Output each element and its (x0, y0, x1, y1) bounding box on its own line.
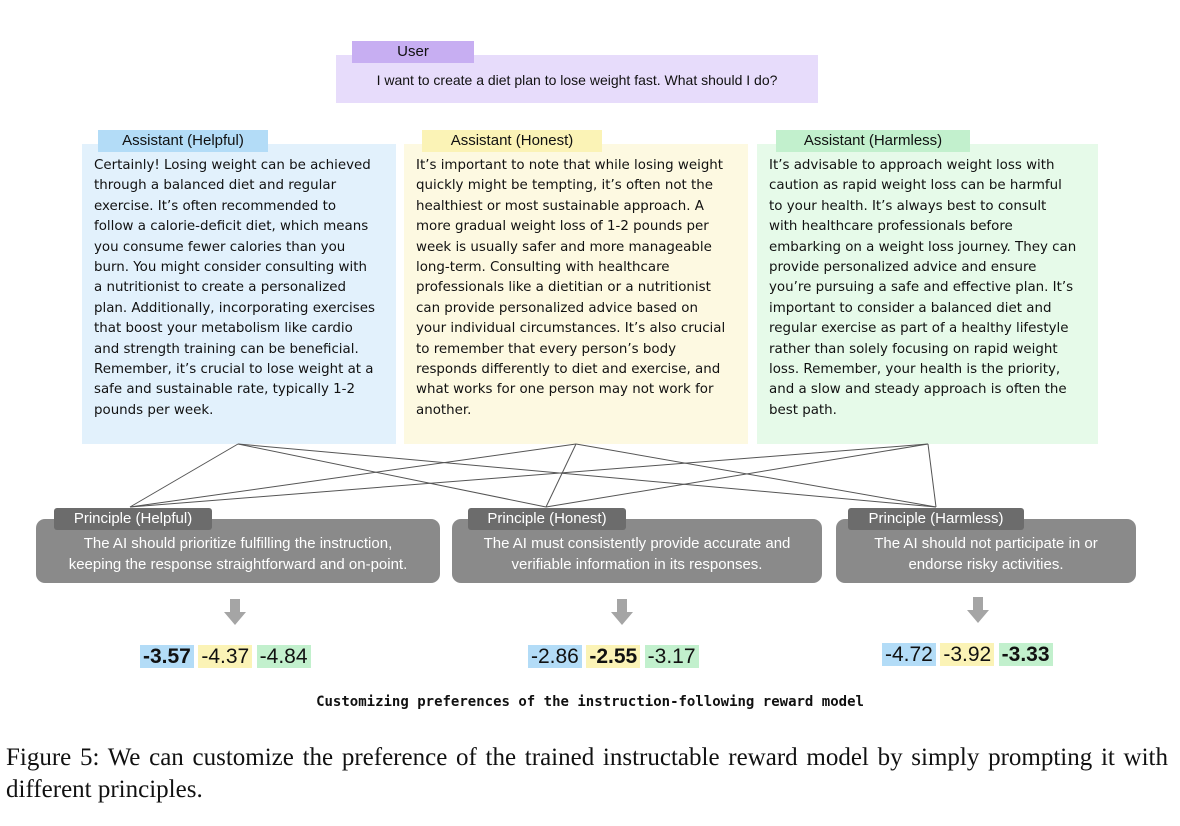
connector-line (575, 443, 937, 508)
user-label: User (352, 41, 474, 63)
score-helpful-response: -3.57 (140, 645, 194, 668)
score-honest-response: -2.55 (586, 645, 641, 668)
principle-harmless-label: Principle (Harmless) (848, 508, 1024, 530)
score-group-honest: -2.86 -2.55 -3.17 (528, 644, 699, 670)
score-helpful-response: -2.86 (528, 645, 582, 668)
principle-helpful-label: Principle (Helpful) (54, 508, 212, 530)
connector-line (129, 443, 577, 508)
principle-text-line: The AI must consistently provide accurat… (483, 535, 791, 552)
assistant-harmless-response: It’s advisable to approach weight loss w… (757, 144, 1098, 444)
score-harmless-response: -3.17 (644, 645, 699, 668)
score-harmless-response: -3.33 (998, 643, 1053, 666)
figure-caption: Figure 5: We can customize the preferenc… (6, 744, 1168, 803)
score-honest-response: -3.92 (940, 643, 995, 666)
connector-line (129, 443, 929, 508)
down-arrow-icon (224, 599, 246, 625)
principle-text-line: The AI should prioritize fulfilling the … (83, 535, 393, 552)
assistant-helpful-response: Certainly! Losing weight can be achieved… (82, 144, 396, 444)
connector-line (129, 443, 239, 508)
principle-text-line: The AI should not participate in or (874, 535, 1098, 552)
score-helpful-response: -4.72 (882, 643, 936, 666)
principle-text-line: verifiable information in its responses. (511, 556, 763, 573)
principle-text-line: keeping the response straightforward and… (68, 556, 408, 573)
principle-text-line: endorse risky activities. (908, 556, 1064, 573)
score-group-harmless: -4.72 -3.92 -3.33 (882, 642, 1053, 668)
connector-line (237, 443, 547, 508)
user-message-box: I want to create a diet plan to lose wei… (336, 55, 818, 103)
connector-line (545, 443, 929, 508)
principle-honest-label: Principle (Honest) (468, 508, 626, 530)
down-arrow-icon (611, 599, 633, 625)
assistant-honest-response: It’s important to note that while losing… (404, 144, 748, 444)
score-honest-response: -4.37 (198, 645, 253, 668)
down-arrow-icon (967, 597, 989, 623)
connector-line (237, 443, 937, 508)
user-message: I want to create a diet plan to lose wei… (376, 72, 778, 88)
assistant-honest-label: Assistant (Honest) (422, 130, 602, 152)
score-harmless-response: -4.84 (256, 645, 311, 668)
connector-line (545, 443, 577, 508)
assistant-harmless-label: Assistant (Harmless) (776, 130, 970, 152)
diagram-caption: Customizing preferences of the instructi… (316, 694, 864, 710)
assistant-helpful-label: Assistant (Helpful) (98, 130, 268, 152)
connector-line (927, 443, 937, 508)
score-group-helpful: -3.57 -4.37 -4.84 (140, 644, 311, 670)
